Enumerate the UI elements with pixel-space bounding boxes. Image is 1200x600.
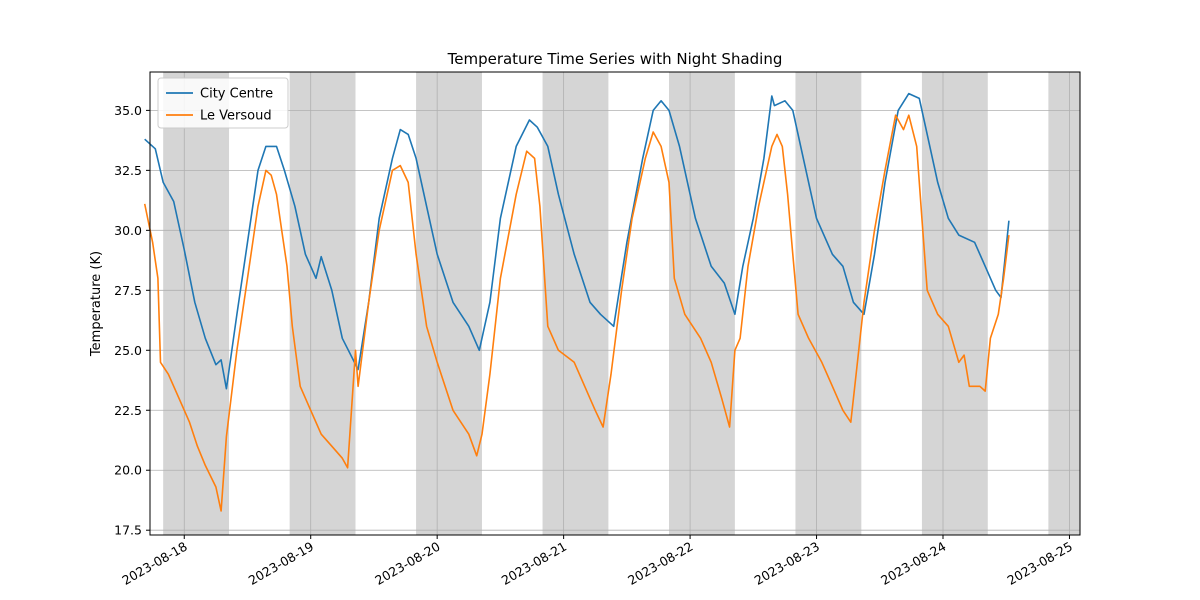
night-band-6 [795, 72, 862, 535]
y-tick-label-5: 30.0 [114, 223, 142, 238]
x-tick-label-5: 2023-08-23 [752, 539, 822, 588]
night-band-4 [542, 72, 609, 535]
x-tick-label-0: 2023-08-18 [119, 539, 189, 588]
y-axis-ticks: 17.5 20.0 22.5 25.0 27.5 30.0 32.5 35.0 [114, 103, 150, 538]
y-axis-label: Temperature (K) [89, 251, 104, 357]
y-tick-label-6: 32.5 [114, 163, 142, 178]
chart-title: Temperature Time Series with Night Shadi… [447, 50, 783, 68]
gridlines [150, 72, 1080, 535]
x-tick-label-6: 2023-08-24 [878, 539, 948, 588]
series-lines [143, 92, 1010, 512]
night-band-2 [289, 72, 356, 535]
plot-frame [149, 71, 1081, 536]
x-axis-ticks: 2023-08-18 2023-08-19 2023-08-20 2023-08-21… [119, 535, 1075, 588]
night-band-7 [921, 72, 988, 535]
x-tick-label-7: 2023-08-25 [1005, 539, 1075, 588]
x-tick-label-4: 2023-08-22 [625, 539, 695, 588]
y-tick-label-1: 20.0 [114, 463, 142, 478]
legend-label-2: Le Versoud [200, 109, 272, 124]
series-line-2 [143, 114, 1010, 512]
legend-label-1: City Centre [200, 87, 273, 102]
legend: City Centre Le Versoud [157, 77, 289, 129]
y-tick-label-7: 35.0 [114, 103, 142, 118]
night-band-8 [1048, 72, 1080, 535]
series-line-1 [144, 92, 1010, 390]
y-tick-label-3: 25.0 [114, 343, 142, 358]
x-tick-label-2: 2023-08-20 [372, 539, 442, 588]
y-tick-label-4: 27.5 [114, 283, 142, 298]
y-tick-label-0: 17.5 [114, 523, 142, 538]
night-band-1 [163, 72, 230, 535]
night-shading [163, 72, 1080, 535]
y-tick-label-2: 22.5 [114, 403, 142, 418]
x-tick-label-1: 2023-08-19 [246, 539, 316, 588]
x-tick-label-3: 2023-08-21 [499, 539, 569, 588]
night-band-3 [416, 72, 482, 535]
